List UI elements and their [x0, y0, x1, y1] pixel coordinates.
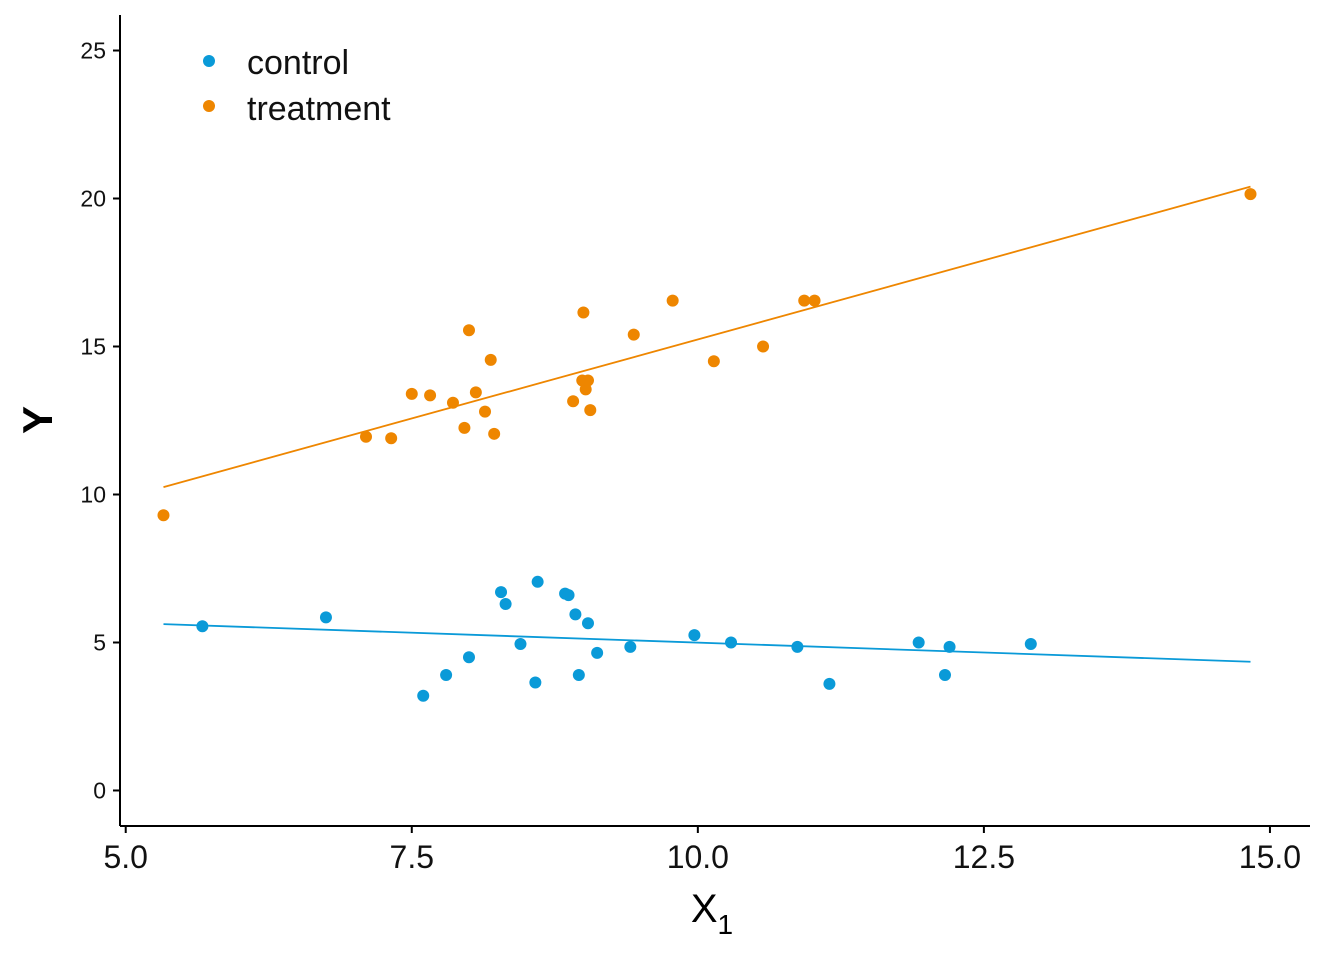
point-treatment: [462, 324, 475, 337]
point-treatment: [757, 340, 770, 353]
point-control: [1024, 637, 1037, 650]
point-control: [912, 636, 925, 649]
y-tick-label: 25: [80, 38, 106, 64]
fit-line-treatment: [163, 185, 1251, 488]
legend: control treatment: [203, 44, 391, 128]
point-control: [531, 575, 544, 588]
point-control: [514, 637, 527, 650]
point-control: [725, 636, 738, 649]
point-treatment: [479, 405, 492, 418]
point-treatment: [458, 421, 471, 434]
data-points: [157, 188, 1257, 702]
fit-lines: [163, 185, 1251, 663]
point-treatment: [808, 294, 821, 307]
point-control: [624, 640, 637, 653]
y-axis-label: Y: [14, 406, 61, 434]
x-axis-label-subscript: 1: [718, 909, 734, 940]
point-treatment: [488, 427, 501, 440]
point-treatment: [1244, 188, 1257, 201]
point-treatment: [360, 430, 373, 443]
point-treatment: [584, 404, 597, 417]
point-control: [823, 677, 836, 690]
point-treatment: [484, 353, 497, 366]
point-treatment: [707, 355, 720, 368]
point-treatment: [577, 306, 590, 319]
legend-marker-treatment: [203, 100, 215, 112]
point-control: [462, 651, 475, 664]
fit-line-control: [163, 623, 1251, 663]
point-control: [499, 598, 512, 611]
x-tick-label: 7.5: [390, 839, 434, 875]
x-tick-label: 10.0: [667, 839, 729, 875]
y-tick-label: 10: [80, 481, 106, 507]
legend-label-treatment: treatment: [247, 90, 391, 128]
point-control: [529, 676, 542, 689]
legend-item-control: control: [203, 44, 349, 82]
x-tick-label: 15.0: [1239, 839, 1301, 875]
point-treatment: [567, 395, 580, 408]
point-control: [440, 669, 453, 682]
point-treatment: [666, 294, 679, 307]
point-control: [319, 611, 332, 624]
y-axis-ticks: 0 5 10 15 20 25: [80, 38, 120, 803]
legend-item-treatment: treatment: [203, 90, 391, 128]
x-tick-label: 5.0: [103, 839, 147, 875]
point-control: [581, 617, 594, 630]
point-treatment: [469, 386, 482, 399]
point-control: [938, 669, 951, 682]
point-treatment: [385, 432, 398, 445]
y-tick-label: 5: [93, 629, 106, 655]
legend-label-control: control: [247, 44, 349, 82]
legend-marker-control: [203, 55, 215, 67]
point-control: [943, 640, 956, 653]
point-control: [562, 589, 575, 602]
point-control: [591, 646, 604, 659]
point-control: [569, 608, 582, 621]
x-axis-ticks: 5.0 7.5 10.0 12.5 15.0: [103, 826, 1301, 875]
point-control: [417, 689, 430, 702]
x-tick-label: 12.5: [953, 839, 1015, 875]
y-tick-label: 20: [80, 186, 106, 212]
point-treatment: [798, 294, 811, 307]
point-treatment: [157, 509, 170, 522]
point-treatment: [405, 387, 418, 400]
x-axis-label: X1: [691, 887, 733, 940]
point-treatment: [627, 328, 640, 341]
point-treatment: [424, 389, 437, 402]
point-treatment: [446, 396, 459, 409]
y-tick-label: 15: [80, 334, 106, 360]
point-control: [791, 640, 804, 653]
y-tick-label: 0: [93, 777, 106, 803]
point-control: [688, 629, 701, 642]
point-control: [495, 586, 508, 599]
point-control: [572, 669, 585, 682]
point-treatment: [581, 374, 594, 387]
point-control: [196, 620, 209, 633]
